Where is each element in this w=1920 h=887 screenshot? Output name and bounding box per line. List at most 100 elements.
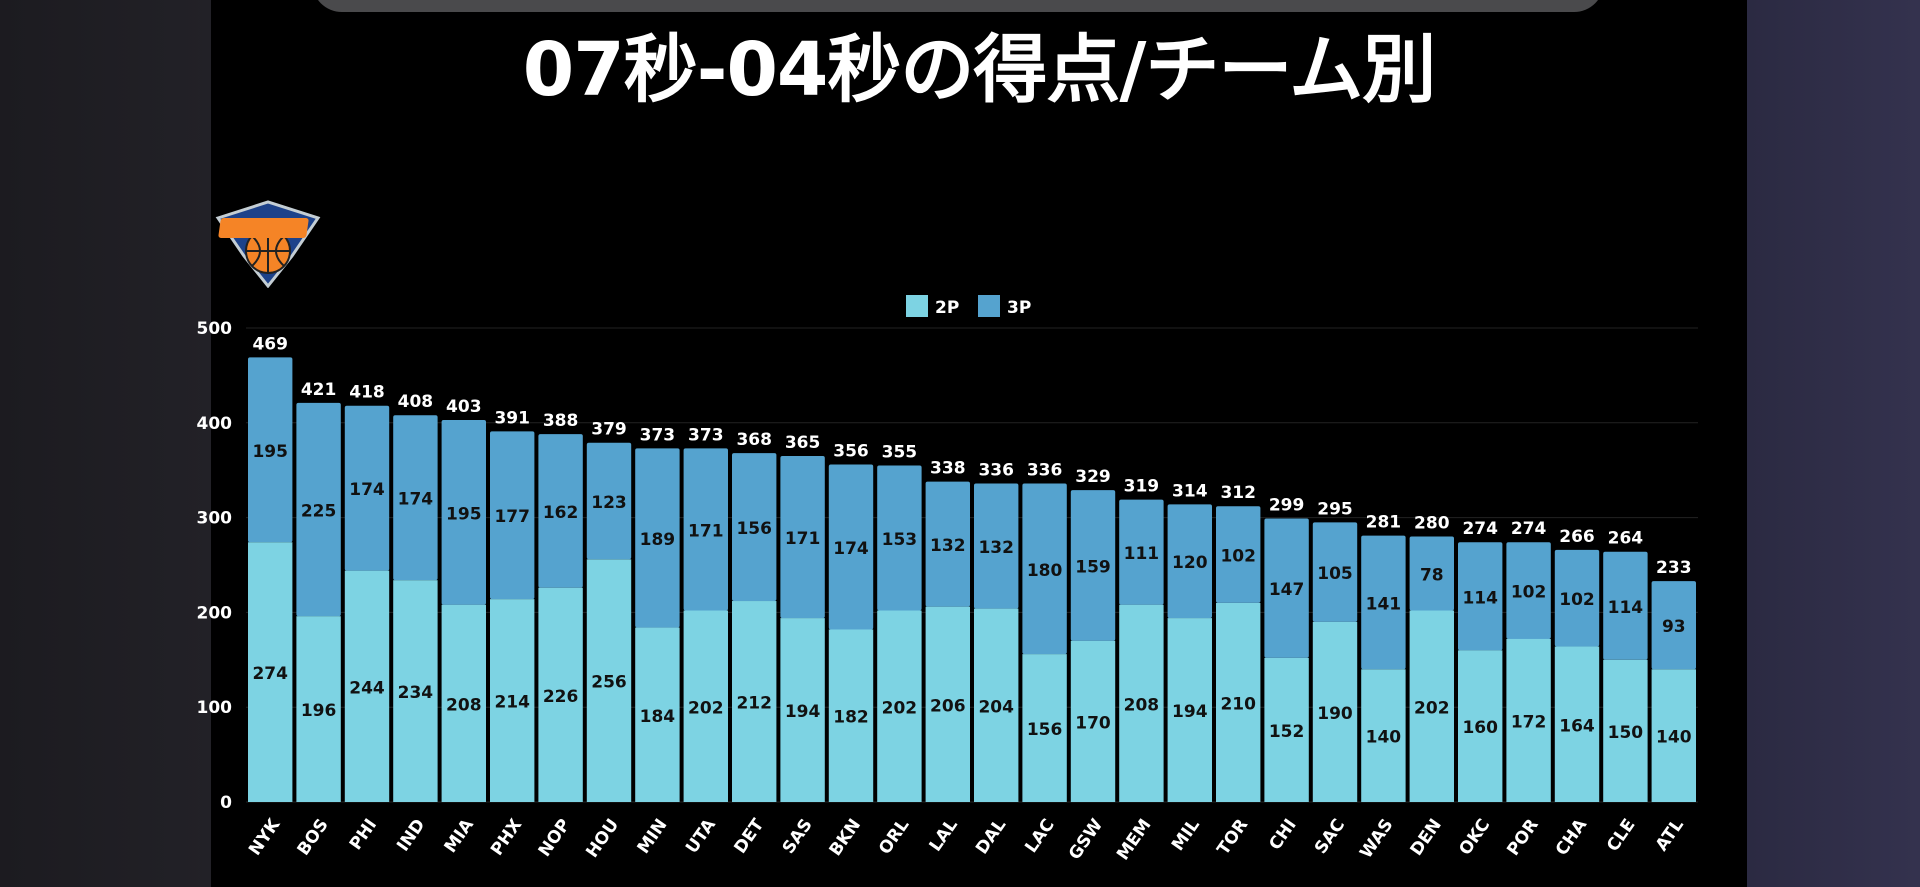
bar-3p-DAL <box>974 483 1019 609</box>
bar-2p-CHI <box>1264 657 1309 802</box>
bar-2p-CLE <box>1603 659 1648 802</box>
data-label-total: 319 <box>1124 477 1160 497</box>
x-tick-label: BKN <box>826 815 866 860</box>
data-label-2p: 234 <box>398 683 434 703</box>
data-label-2p: 184 <box>640 707 676 727</box>
data-label-total: 274 <box>1511 519 1547 539</box>
bar-2p-NOP <box>538 587 583 802</box>
data-label-3p: 102 <box>1511 583 1547 603</box>
legend-swatch-2p <box>906 295 928 317</box>
data-label-3p: 180 <box>1027 561 1063 581</box>
bar-3p-MIN <box>635 448 680 628</box>
bar-3p-OKC <box>1458 542 1503 651</box>
bar-3p-IND <box>393 415 438 581</box>
data-label-2p: 208 <box>446 695 482 715</box>
bar-2p-DEN <box>1409 610 1454 802</box>
data-label-3p: 162 <box>543 503 579 523</box>
bar-2p-BKN <box>828 629 874 802</box>
bar-3p-BOS <box>296 402 341 617</box>
x-tick-label: CHA <box>1552 815 1592 860</box>
data-label-3p: 123 <box>591 493 627 513</box>
bar-3p-MEM <box>1119 499 1164 605</box>
knicks-logo <box>215 200 321 288</box>
data-label-3p: 102 <box>1220 547 1256 567</box>
y-tick-label: 400 <box>197 414 233 434</box>
bar-2p-IND <box>393 580 438 802</box>
bar-3p-DET <box>732 453 777 602</box>
y-tick-label: 500 <box>197 319 233 339</box>
data-label-2p: 194 <box>1172 702 1208 722</box>
data-label-2p: 244 <box>349 678 385 698</box>
data-label-total: 356 <box>833 442 869 462</box>
bar-3p-UTA <box>683 448 728 611</box>
data-label-total: 355 <box>882 442 918 462</box>
x-tick-label: UTA <box>682 815 720 858</box>
data-label-3p: 174 <box>349 480 385 500</box>
bar-3p-SAS <box>780 455 825 619</box>
x-tick-label: MEM <box>1113 815 1155 864</box>
data-label-2p: 172 <box>1511 712 1547 732</box>
data-label-total: 281 <box>1366 513 1402 533</box>
bar-2p-CHA <box>1554 646 1600 802</box>
y-tick-label: 300 <box>197 509 233 529</box>
data-label-total: 266 <box>1559 527 1595 547</box>
data-label-2p: 202 <box>1414 698 1450 718</box>
data-label-2p: 140 <box>1656 728 1692 748</box>
bar-3p-DEN <box>1409 536 1454 611</box>
bar-2p-PHX <box>490 599 535 802</box>
bar-2p-SAS <box>780 618 825 802</box>
bar-2p-BOS <box>296 616 341 802</box>
data-label-3p: 159 <box>1075 557 1111 577</box>
x-tick-label: CLE <box>1603 815 1639 855</box>
data-label-total: 280 <box>1414 514 1450 534</box>
x-tick-label: ORL <box>875 815 913 858</box>
data-label-total: 299 <box>1269 496 1305 516</box>
x-tick-label: MIL <box>1168 815 1204 855</box>
data-label-2p: 210 <box>1220 694 1256 714</box>
bar-3p-BKN <box>828 464 874 630</box>
data-label-3p: 141 <box>1366 594 1402 614</box>
data-label-3p: 132 <box>930 536 966 556</box>
data-label-total: 379 <box>591 420 627 440</box>
data-label-3p: 195 <box>252 442 288 462</box>
data-label-3p: 189 <box>640 530 676 550</box>
x-tick-label: ATL <box>1652 815 1688 855</box>
data-label-total: 368 <box>736 430 772 450</box>
data-label-total: 418 <box>349 383 385 403</box>
x-tick-label: CHI <box>1265 815 1300 854</box>
data-label-2p: 208 <box>1124 695 1160 715</box>
bar-2p-TOR <box>1216 602 1261 802</box>
data-label-total: 264 <box>1608 529 1644 549</box>
x-tick-label: IND <box>393 815 429 855</box>
bar-2p-POR <box>1506 638 1551 802</box>
data-label-3p: 153 <box>882 530 918 550</box>
x-tick-label: MIN <box>634 815 672 857</box>
data-label-2p: 156 <box>1027 720 1063 740</box>
chart-title: 07秒-04秒の得点/チーム別 <box>522 27 1436 113</box>
data-label-3p: 111 <box>1124 544 1160 564</box>
x-tick-label: DET <box>731 815 769 857</box>
bar-2p-WAS <box>1361 669 1406 802</box>
data-label-3p: 225 <box>301 502 337 522</box>
data-label-total: 391 <box>494 408 530 428</box>
bar-2p-MIL <box>1167 618 1212 802</box>
bar-3p-HOU <box>586 442 632 560</box>
data-label-3p: 195 <box>446 504 482 524</box>
bar-2p-PHI <box>344 570 390 802</box>
x-tick-label: DAL <box>972 815 1010 858</box>
data-label-2p: 274 <box>252 664 288 684</box>
data-label-total: 373 <box>640 425 676 445</box>
data-label-total: 338 <box>930 459 966 479</box>
data-label-2p: 206 <box>930 696 966 716</box>
x-tick-label: NOP <box>535 815 575 860</box>
x-tick-label: WAS <box>1356 815 1397 862</box>
bar-2p-LAC <box>1022 654 1067 802</box>
bar-2p-NYK <box>248 542 293 802</box>
bar-3p-GSW <box>1070 490 1116 641</box>
data-label-3p: 114 <box>1462 588 1498 608</box>
bar-3p-PHX <box>490 431 535 600</box>
data-label-total: 421 <box>301 380 337 400</box>
bar-2p-LAL <box>925 606 970 802</box>
legend-label-3p: 3P <box>1007 298 1031 318</box>
